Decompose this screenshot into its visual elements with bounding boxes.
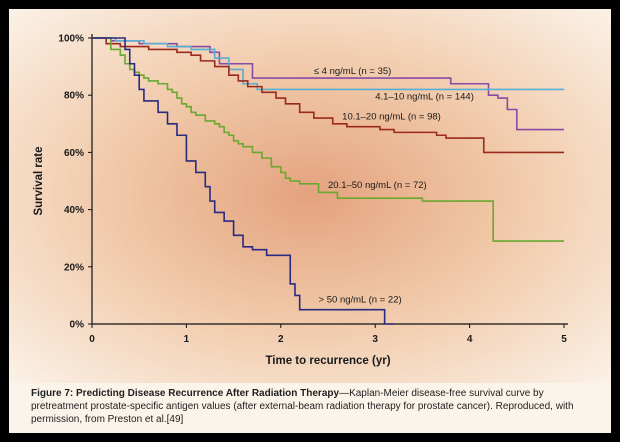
y-tick-label: 0% xyxy=(70,320,85,331)
series-line-2 xyxy=(92,37,564,91)
series-label-4: 20.1–50 ng/mL (n = 72) xyxy=(328,180,427,191)
x-tick-label: 5 xyxy=(561,334,567,345)
series-label-5: > 50 ng/mL (n = 22) xyxy=(319,295,402,306)
series-line-5 xyxy=(92,37,395,325)
series-label-3: 10.1–20 ng/mL (n = 98) xyxy=(342,112,441,123)
chart-background xyxy=(9,9,611,383)
km-chart: 0% 20% 40% 60% 80% 100% 0 1 2 3 4 5 Time to recurren… xyxy=(9,9,611,383)
x-tick-label: 2 xyxy=(278,334,284,345)
y-tick-label: 40% xyxy=(64,205,84,216)
series-lines xyxy=(92,37,564,325)
x-tick-label: 4 xyxy=(467,334,473,345)
axes: 0% 20% 40% 60% 80% 100% 0 1 2 3 4 5 Time to recurren… xyxy=(33,34,568,367)
chart-area: 0% 20% 40% 60% 80% 100% 0 1 2 3 4 5 Time to recurren… xyxy=(9,9,611,383)
x-tick-label: 3 xyxy=(372,334,378,345)
y-tick-label: 80% xyxy=(64,91,84,102)
figure-frame: 0% 20% 40% 60% 80% 100% 0 1 2 3 4 5 Time to recurren… xyxy=(9,9,611,433)
y-tick-label: 60% xyxy=(64,148,84,159)
series-label-2: 4.1–10 ng/mL (n = 144) xyxy=(375,91,474,102)
y-tick-label: 100% xyxy=(58,34,84,45)
series-line-3 xyxy=(92,37,564,154)
y-axis-title: Survival rate xyxy=(33,146,45,215)
series-line-1 xyxy=(92,37,564,131)
x-tick-label: 0 xyxy=(89,334,95,345)
caption-body: —Kaplan-Meier disease-free survival curv… xyxy=(31,388,574,425)
series-labels: ≤ 4 ng/mL (n = 35) 4.1–10 ng/mL (n = 144)… xyxy=(314,66,474,306)
y-tick-label: 20% xyxy=(64,262,84,273)
figure-caption: Figure 7: Predicting Disease Recurrence … xyxy=(31,387,601,426)
x-tick-label: 1 xyxy=(184,334,190,345)
series-label-1: ≤ 4 ng/mL (n = 35) xyxy=(314,66,391,77)
x-axis-title: Time to recurrence (yr) xyxy=(265,355,390,367)
caption-title: Figure 7: Predicting Disease Recurrence … xyxy=(31,388,340,399)
